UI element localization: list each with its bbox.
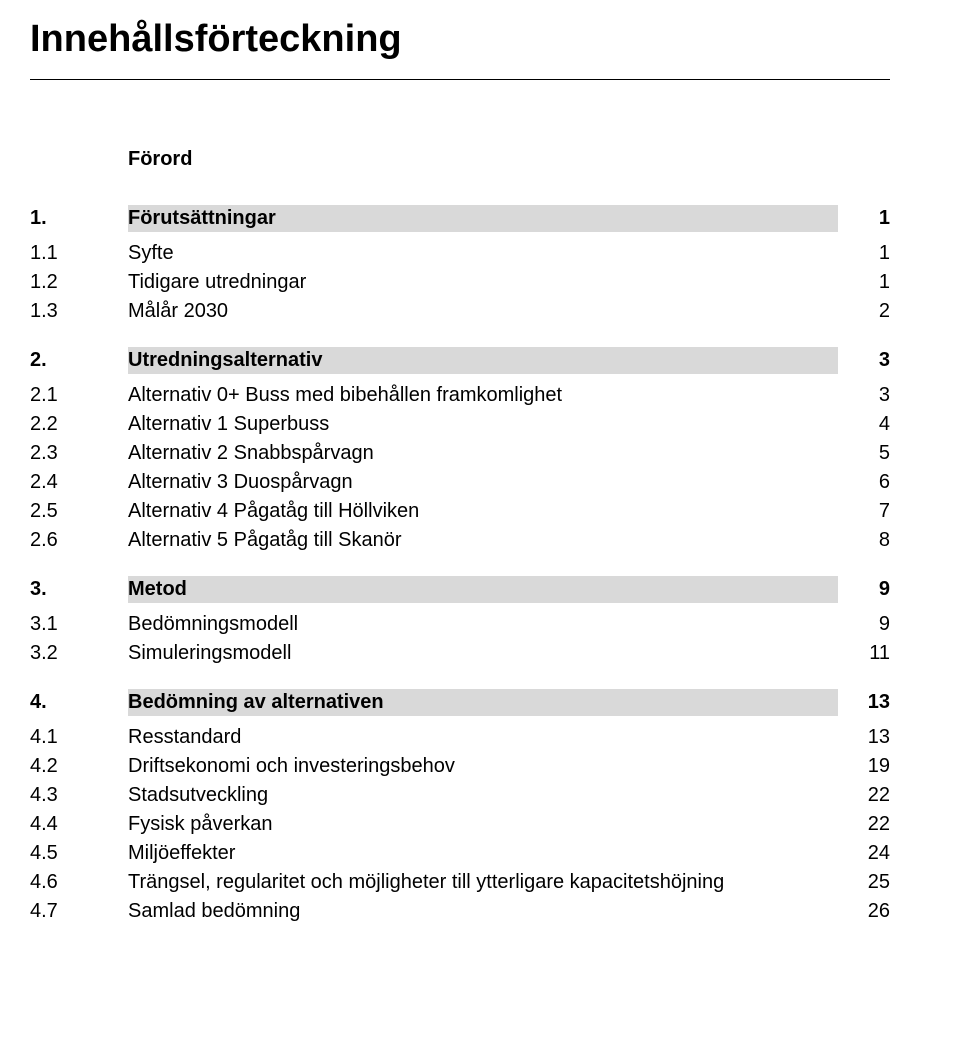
- toc-sub-row: 1.2Tidigare utredningar1: [30, 271, 890, 294]
- toc-sub-number: 2.2: [30, 413, 128, 436]
- toc-sub-number: 4.2: [30, 755, 128, 778]
- toc-sub-page: 5: [850, 442, 890, 465]
- toc-chapter-page: 3: [850, 347, 890, 374]
- toc-chapter-label: Utredningsalternativ: [128, 347, 838, 374]
- toc-sub-label: Trängsel, regularitet och möjligheter ti…: [128, 871, 850, 894]
- toc-chapter-label: Förutsättningar: [128, 205, 838, 232]
- toc-sub-page: 6: [850, 471, 890, 494]
- toc-chapter-row: 3.Metod 9: [30, 576, 890, 603]
- toc-chapter-row: 4.Bedömning av alternativen 13: [30, 689, 890, 716]
- toc-sub-number: 4.6: [30, 871, 128, 894]
- toc-sub-label: Simuleringsmodell: [128, 642, 850, 665]
- toc-sub-row: 4.3Stadsutveckling22: [30, 784, 890, 807]
- toc-sub-number: 3.2: [30, 642, 128, 665]
- forord-heading: Förord: [128, 148, 890, 171]
- toc-sub-page: 13: [850, 726, 890, 749]
- toc-chapter-label: Bedömning av alternativen: [128, 689, 838, 716]
- toc-chapter-label: Metod: [128, 576, 838, 603]
- toc-sub-label: Miljöeffekter: [128, 842, 850, 865]
- toc-sub-number: 2.5: [30, 500, 128, 523]
- toc-sub-number: 4.4: [30, 813, 128, 836]
- toc-chapter-row: 2.Utredningsalternativ 3: [30, 347, 890, 374]
- toc-sub-number: 4.3: [30, 784, 128, 807]
- toc-sub-number: 2.6: [30, 529, 128, 552]
- toc-sub-number: 2.4: [30, 471, 128, 494]
- toc-chapter-number: 3.: [30, 576, 128, 603]
- toc-sub-number: 1.1: [30, 242, 128, 265]
- toc-sub-number: 1.3: [30, 300, 128, 323]
- toc-sub-row: 1.3Målår 20302: [30, 300, 890, 323]
- toc-sub-number: 4.5: [30, 842, 128, 865]
- toc-chapter-row: 1.Förutsättningar 1: [30, 205, 890, 232]
- toc-sub-label: Alternativ 0+ Buss med bibehållen framko…: [128, 384, 850, 407]
- toc-sub-label: Fysisk påverkan: [128, 813, 850, 836]
- toc-sub-page: 1: [850, 242, 890, 265]
- toc-sub-label: Bedömningsmodell: [128, 613, 850, 636]
- toc-chapter-page: 13: [850, 689, 890, 716]
- toc-sub-page: 8: [850, 529, 890, 552]
- toc-sub-page: 9: [850, 613, 890, 636]
- toc-sub-row: 4.7Samlad bedömning26: [30, 900, 890, 923]
- toc-sub-row: 2.2Alternativ 1 Superbuss4: [30, 413, 890, 436]
- toc-sub-page: 1: [850, 271, 890, 294]
- toc-sub-row: 3.2Simuleringsmodell11: [30, 642, 890, 665]
- toc-sub-page: 22: [850, 784, 890, 807]
- toc-sub-number: 2.3: [30, 442, 128, 465]
- toc-sub-row: 2.1Alternativ 0+ Buss med bibehållen fra…: [30, 384, 890, 407]
- toc-group: 2.Utredningsalternativ32.1Alternativ 0+ …: [30, 347, 890, 552]
- toc-sub-page: 4: [850, 413, 890, 436]
- toc-sub-label: Samlad bedömning: [128, 900, 850, 923]
- page-title: Innehållsförteckning: [30, 18, 890, 61]
- toc-sub-row: 2.6Alternativ 5 Pågatåg till Skanör8: [30, 529, 890, 552]
- toc-sub-label: Alternativ 2 Snabbspårvagn: [128, 442, 850, 465]
- toc-group: 3.Metod93.1Bedömningsmodell93.2Simulerin…: [30, 576, 890, 665]
- toc-sub-label: Alternativ 4 Pågatåg till Höllviken: [128, 500, 850, 523]
- toc-sub-number: 4.7: [30, 900, 128, 923]
- toc-sub-row: 4.6Trängsel, regularitet och möjligheter…: [30, 871, 890, 894]
- toc-sub-label: Tidigare utredningar: [128, 271, 850, 294]
- toc-sub-page: 3: [850, 384, 890, 407]
- toc-group: 4.Bedömning av alternativen134.1Resstand…: [30, 689, 890, 923]
- toc-sub-label: Alternativ 5 Pågatåg till Skanör: [128, 529, 850, 552]
- toc-sub-row: 2.4Alternativ 3 Duospårvagn6: [30, 471, 890, 494]
- toc-sub-label: Målår 2030: [128, 300, 850, 323]
- toc-sub-page: 26: [850, 900, 890, 923]
- toc-sub-row: 4.5Miljöeffekter24: [30, 842, 890, 865]
- toc-chapter-page: 9: [850, 576, 890, 603]
- toc-sub-label: Syfte: [128, 242, 850, 265]
- toc-sub-page: 11: [850, 642, 890, 665]
- toc-sub-page: 22: [850, 813, 890, 836]
- toc-sub-number: 3.1: [30, 613, 128, 636]
- toc-sub-row: 1.1Syfte1: [30, 242, 890, 265]
- toc-sub-number: 4.1: [30, 726, 128, 749]
- toc-sub-row: 2.5Alternativ 4 Pågatåg till Höllviken7: [30, 500, 890, 523]
- title-rule: [30, 79, 890, 80]
- toc-sub-label: Alternativ 1 Superbuss: [128, 413, 850, 436]
- toc-sub-label: Alternativ 3 Duospårvagn: [128, 471, 850, 494]
- toc-sub-label: Resstandard: [128, 726, 850, 749]
- toc-sub-number: 2.1: [30, 384, 128, 407]
- toc-chapter-page: 1: [850, 205, 890, 232]
- toc-chapter-number: 1.: [30, 205, 128, 232]
- toc-sub-row: 4.1Resstandard13: [30, 726, 890, 749]
- toc-sub-label: Stadsutveckling: [128, 784, 850, 807]
- toc-sub-page: 24: [850, 842, 890, 865]
- toc-sub-page: 19: [850, 755, 890, 778]
- toc-sub-label: Driftsekonomi och investeringsbehov: [128, 755, 850, 778]
- toc-chapter-number: 2.: [30, 347, 128, 374]
- toc-sub-row: 4.4Fysisk påverkan22: [30, 813, 890, 836]
- toc-chapter-number: 4.: [30, 689, 128, 716]
- toc-sub-page: 7: [850, 500, 890, 523]
- toc-group: 1.Förutsättningar11.1Syfte11.2Tidigare u…: [30, 205, 890, 323]
- toc-sub-row: 2.3Alternativ 2 Snabbspårvagn5: [30, 442, 890, 465]
- toc-sub-page: 2: [850, 300, 890, 323]
- toc-sub-row: 3.1Bedömningsmodell9: [30, 613, 890, 636]
- toc-sub-number: 1.2: [30, 271, 128, 294]
- toc-sub-row: 4.2Driftsekonomi och investeringsbehov19: [30, 755, 890, 778]
- toc-sub-page: 25: [850, 871, 890, 894]
- table-of-contents: 1.Förutsättningar11.1Syfte11.2Tidigare u…: [30, 205, 890, 923]
